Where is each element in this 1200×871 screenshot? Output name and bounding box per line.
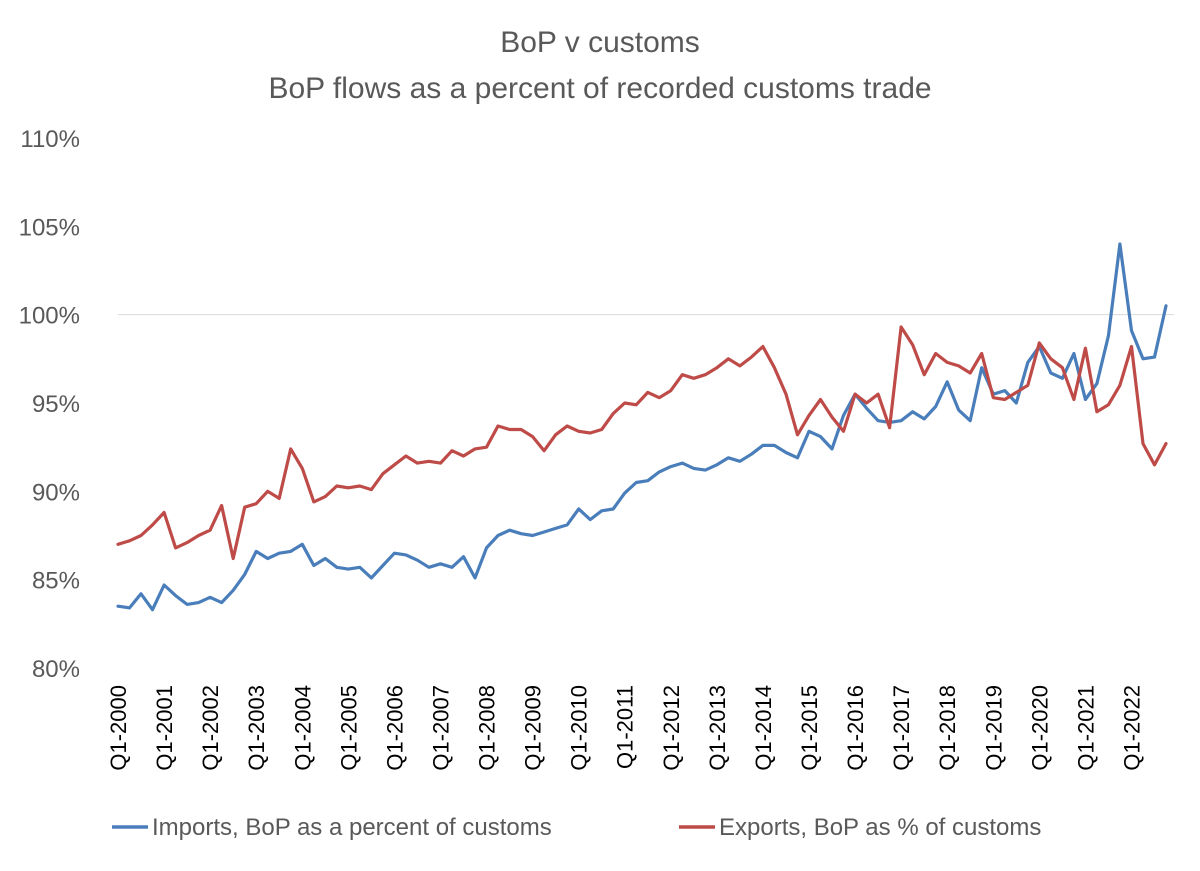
x-tick-label: Q1-2020: [1027, 685, 1052, 771]
y-tick-label: 110%: [20, 126, 80, 153]
chart-title: BoP v customs: [500, 26, 700, 59]
x-tick-label: Q1-2016: [843, 685, 868, 771]
x-tick-label: Q1-2002: [198, 685, 223, 771]
x-tick-label: Q1-2013: [705, 685, 730, 771]
x-tick-label: Q1-2011: [613, 685, 638, 769]
x-tick-label: Q1-2004: [290, 685, 315, 771]
y-tick-label: 90%: [32, 479, 80, 506]
y-axis-tick-labels: 80% 85% 90% 95% 100% 105% 110%: [19, 126, 80, 683]
legend: Imports, BoP as a percent of customs Expo…: [112, 814, 1041, 841]
legend-label-exports: Exports, BoP as % of customs: [719, 814, 1041, 841]
y-tick-label: 105%: [19, 214, 80, 241]
series-lines: [116, 242, 1168, 612]
x-tick-label: Q1-2019: [981, 685, 1006, 771]
x-axis-tick-labels: Q1-2000 Q1-2001 Q1-2002 Q1-2003 Q1-2004 Q1-20…: [106, 685, 1144, 771]
x-tick-label: Q1-2015: [797, 685, 822, 771]
y-tick-label: 85%: [32, 568, 80, 595]
x-tick-label: Q1-2005: [336, 685, 361, 771]
y-tick-label: 95%: [32, 391, 80, 418]
x-tick-label: Q1-2014: [751, 685, 776, 771]
legend-label-imports: Imports, BoP as a percent of customs: [152, 814, 552, 841]
x-tick-label: Q1-2018: [935, 685, 960, 771]
x-tick-label: Q1-2017: [889, 685, 914, 771]
x-tick-label: Q1-2007: [428, 685, 453, 771]
x-tick-label: Q1-2000: [106, 685, 131, 771]
x-tick-label: Q1-2012: [659, 685, 684, 771]
y-tick-label: 100%: [19, 303, 80, 330]
x-tick-label: Q1-2009: [521, 685, 546, 771]
x-tick-label: Q1-2003: [244, 685, 269, 771]
x-tick-label: Q1-2022: [1119, 685, 1144, 771]
x-tick-label: Q1-2010: [567, 685, 592, 771]
series-line-imports: [116, 242, 1168, 612]
x-tick-label: Q1-2006: [382, 685, 407, 771]
y-tick-label: 80%: [32, 656, 80, 683]
chart-subtitle: BoP flows as a percent of recorded custo…: [268, 72, 931, 105]
x-tick-label: Q1-2021: [1073, 685, 1098, 771]
series-line-exports: [116, 325, 1168, 561]
x-tick-label: Q1-2001: [152, 685, 177, 771]
x-tick-label: Q1-2008: [475, 685, 500, 771]
